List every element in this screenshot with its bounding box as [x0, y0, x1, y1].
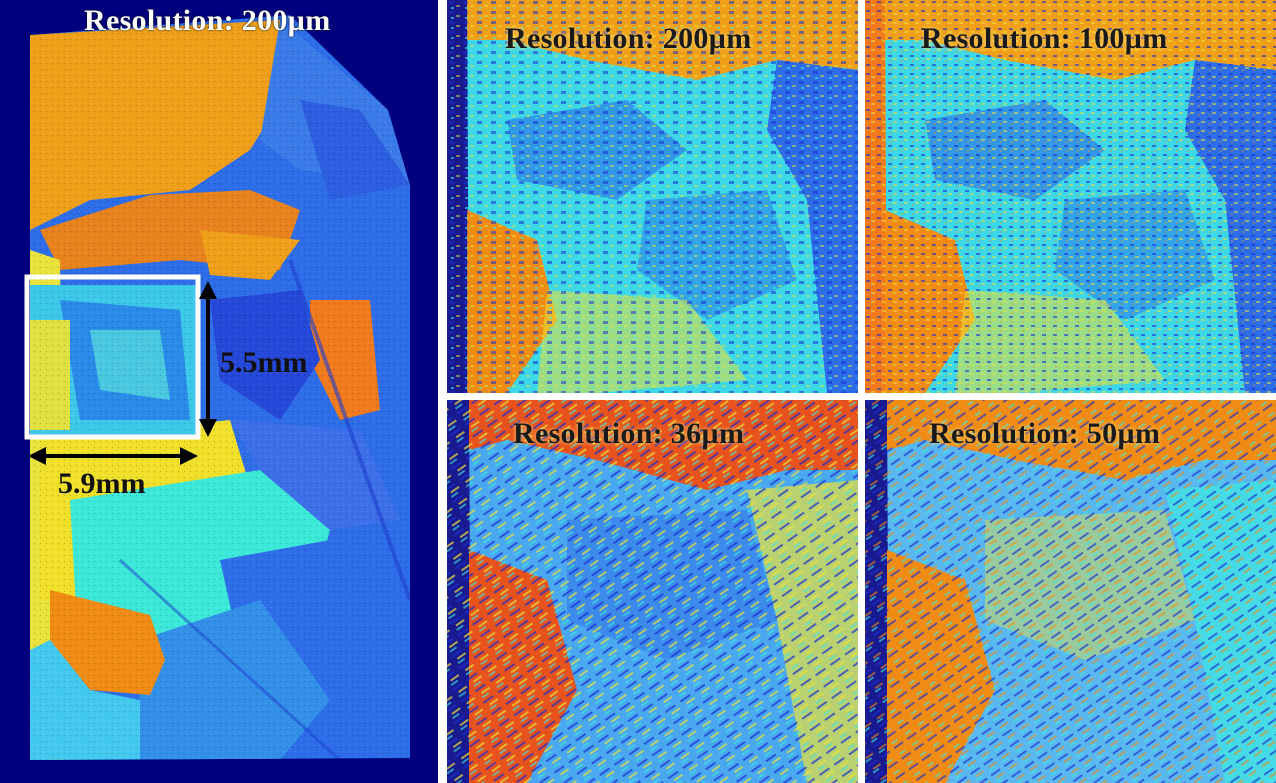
vertical-dimension-arrow — [199, 281, 217, 437]
bottom-right-resolution-label: Resolution: 50µm — [929, 417, 1161, 450]
roi-box — [24, 274, 201, 440]
detail-map-top-right — [865, 0, 1276, 393]
top-right-resolution-label: Resolution: 100µm — [921, 22, 1168, 55]
overview-map-panel: Resolution: 200µm 5.5mm 5.9mm — [0, 0, 438, 783]
top-left-resolution-label: Resolution: 200µm — [505, 22, 752, 55]
bottom-left-resolution-label: Resolution: 36µm — [513, 417, 745, 450]
overview-resolution-label: Resolution: 200µm — [84, 4, 331, 37]
detail-panel-bottom-right: Resolution: 50µm — [865, 400, 1276, 783]
detail-map-top-left — [447, 0, 858, 393]
detail-panel-bottom-left: Resolution: 36µm — [447, 400, 858, 783]
roi-height-label: 5.5mm — [220, 346, 308, 379]
detail-map-bottom-right — [865, 400, 1276, 783]
detail-map-bottom-left — [447, 400, 858, 783]
overview-orientation-map — [24, 15, 410, 760]
horizontal-dimension-arrow — [28, 447, 198, 465]
detail-panel-top-left: Resolution: 200µm — [447, 0, 858, 393]
detail-panel-top-right: Resolution: 100µm — [865, 0, 1276, 393]
roi-width-label: 5.9mm — [58, 467, 146, 500]
